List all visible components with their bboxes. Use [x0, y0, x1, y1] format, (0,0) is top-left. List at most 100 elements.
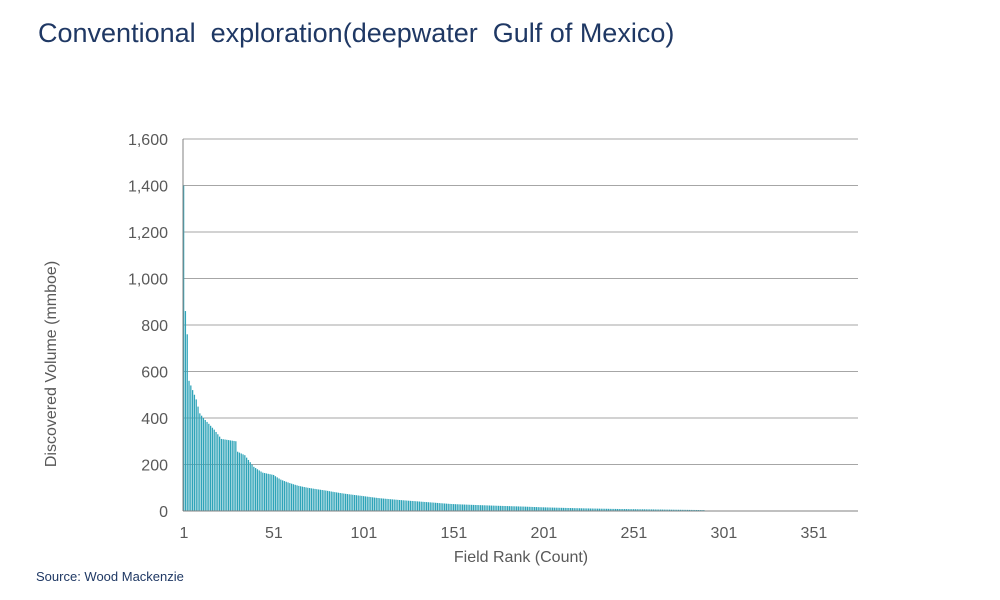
bar	[490, 505, 493, 511]
bar	[246, 457, 248, 511]
bar	[525, 506, 527, 511]
bar	[393, 499, 395, 511]
bar	[438, 503, 440, 511]
bar	[211, 427, 214, 511]
bar	[505, 506, 507, 511]
bar	[307, 487, 309, 511]
bar	[498, 505, 500, 511]
x-tick-labels: 1 51 101 151 201 251 301 351	[179, 525, 827, 542]
bar	[566, 507, 568, 511]
bar	[251, 464, 253, 511]
bar	[343, 493, 345, 511]
bar	[384, 498, 386, 511]
bar	[318, 489, 320, 511]
bar	[681, 509, 683, 511]
bar	[480, 505, 482, 511]
bar	[361, 495, 363, 511]
bar	[507, 506, 509, 511]
bar	[309, 488, 311, 511]
bar	[390, 499, 392, 511]
x-tick-label: 351	[801, 525, 828, 542]
bar	[690, 509, 692, 511]
bar	[685, 509, 687, 511]
bar	[456, 504, 458, 511]
bar	[411, 500, 413, 511]
bar	[265, 473, 268, 511]
bar	[638, 509, 640, 511]
bar	[274, 476, 277, 511]
bar	[231, 440, 233, 511]
bar	[471, 504, 473, 511]
x-tick-label: 1	[179, 525, 188, 542]
bar	[420, 501, 422, 511]
bar	[604, 508, 606, 511]
y-tick-label: 0	[159, 504, 168, 521]
bar	[427, 502, 430, 511]
y-tick-label: 800	[141, 318, 168, 335]
bar	[195, 399, 197, 511]
bar	[426, 502, 428, 511]
bar	[373, 497, 376, 511]
bar	[474, 504, 476, 511]
grid-lines	[183, 138, 858, 512]
bar	[199, 413, 201, 511]
bar	[678, 509, 680, 511]
bar	[422, 501, 424, 511]
bar	[620, 509, 622, 511]
bar	[548, 507, 550, 511]
bar	[687, 509, 689, 511]
bar	[301, 486, 304, 511]
bar	[192, 390, 194, 511]
bar	[379, 498, 381, 511]
bar	[607, 508, 610, 511]
bar	[625, 509, 628, 511]
bar	[663, 509, 665, 511]
bar	[534, 507, 536, 511]
bar	[539, 507, 541, 511]
bar	[220, 438, 223, 511]
bar	[415, 501, 417, 511]
bar	[285, 481, 287, 511]
bar	[508, 506, 511, 511]
bar	[454, 504, 457, 511]
bar	[616, 508, 619, 511]
bar	[643, 509, 646, 511]
bar	[370, 497, 372, 511]
bar	[570, 508, 572, 511]
bar	[226, 439, 228, 511]
bar	[283, 481, 286, 511]
bar	[489, 505, 491, 511]
source-note: Source: Wood Mackenzie	[36, 569, 184, 584]
bar	[458, 504, 460, 511]
bar	[447, 503, 449, 511]
bar	[501, 505, 503, 511]
bar	[591, 508, 593, 511]
bar	[417, 501, 419, 511]
bar	[669, 509, 671, 511]
bar	[694, 509, 696, 511]
bar	[568, 508, 570, 511]
bar	[692, 509, 694, 511]
bar	[291, 483, 293, 511]
bar	[413, 501, 415, 511]
bar	[472, 504, 475, 511]
bar	[278, 478, 280, 511]
bar	[631, 509, 633, 511]
bar	[640, 509, 642, 511]
bar	[377, 498, 379, 511]
bar	[595, 508, 597, 511]
bar	[627, 509, 629, 511]
bar	[453, 504, 455, 511]
x-tick-label: 151	[441, 525, 468, 542]
bar	[210, 425, 212, 511]
bar	[670, 509, 673, 511]
bar	[341, 493, 343, 511]
bar	[186, 334, 188, 511]
bar	[483, 505, 485, 511]
chart-title: Conventional exploration(deepwater Gulf …	[38, 18, 675, 48]
bar	[478, 505, 480, 511]
bar	[460, 504, 462, 511]
bar	[499, 505, 502, 511]
bar	[375, 497, 377, 511]
bar	[530, 506, 532, 511]
